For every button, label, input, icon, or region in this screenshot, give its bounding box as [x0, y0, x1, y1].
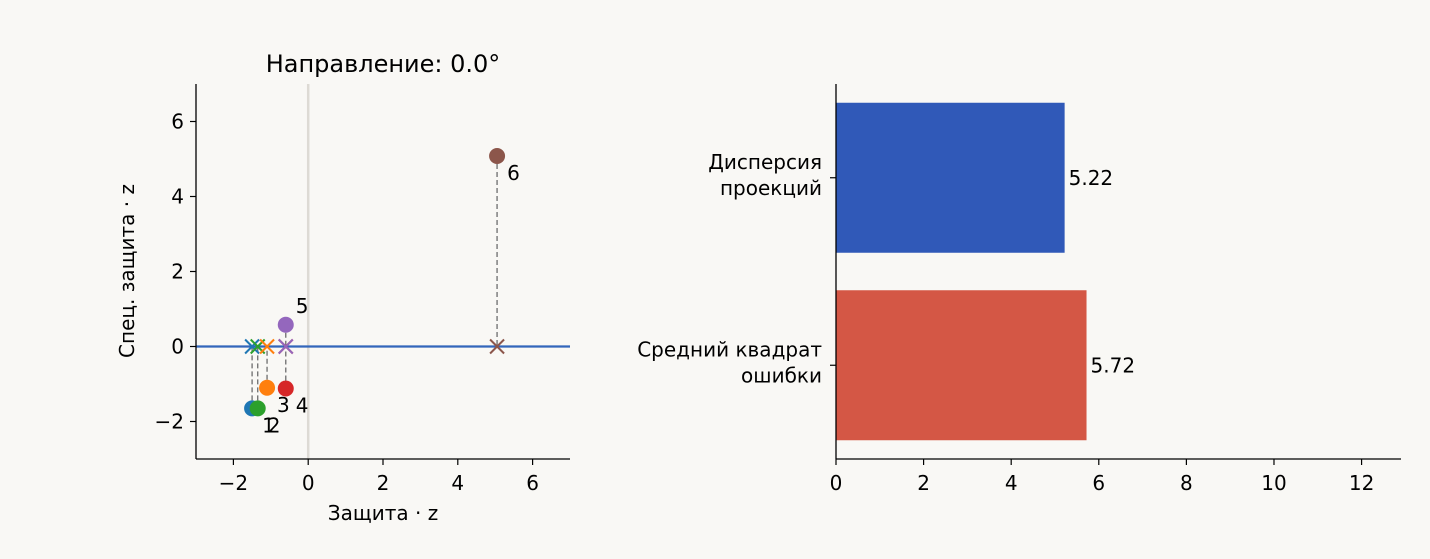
category-label-line: Дисперсия [708, 150, 822, 174]
point-labels: 123 4 5 6 [262, 161, 520, 437]
y-tick-label: 0 [171, 335, 184, 359]
data-point-3 [259, 379, 276, 396]
projection-markers [244, 338, 505, 355]
marker-stroke [489, 338, 505, 355]
category-label-line: проекций [720, 176, 822, 200]
bar-value-label-1: 5.72 [1091, 353, 1136, 377]
bar-value-label-0: 5.22 [1069, 166, 1114, 190]
category-label-line: Средний квадрат [637, 337, 822, 361]
data-points [244, 148, 506, 417]
x-tick-label: 0 [302, 471, 315, 495]
data-point-5 [277, 316, 294, 333]
point-label-2: 2 [268, 413, 281, 437]
scatter-x-axis-label: Защита · z [328, 501, 438, 525]
x-tick-label: 4 [451, 471, 464, 495]
x-tick-label: 6 [526, 471, 539, 495]
y-tick-label: 6 [171, 110, 184, 134]
x-tick-label: 12 [1349, 471, 1374, 495]
x-tick-label: 0 [830, 471, 843, 495]
category-label-line: ошибки [741, 363, 822, 387]
projection-marker-5 [278, 338, 294, 355]
bar-0 [836, 102, 1065, 253]
x-tick-label: −2 [219, 471, 248, 495]
data-point-4 [277, 380, 294, 397]
y-tick-label: 4 [171, 185, 184, 209]
point-label-4: 4 [296, 394, 309, 418]
projection-marker-1 [244, 338, 260, 355]
data-point-2 [249, 400, 266, 417]
point-label-5: 5 [296, 294, 309, 318]
bar-1 [836, 290, 1087, 441]
marker-stroke [259, 338, 275, 355]
projection-marker-3 [259, 338, 275, 355]
scatter-y-axis-label: Спец. защита · z [115, 184, 139, 358]
bar-marks: 5.22 5.72 [836, 102, 1136, 441]
point-label-1: 1 [262, 413, 275, 437]
marker-stroke [278, 338, 294, 355]
point-label-3: 3 [277, 393, 290, 417]
x-tick-label: 10 [1261, 471, 1286, 495]
projection-marker-6 [489, 338, 505, 355]
data-point-6 [489, 148, 506, 164]
x-tick-label: 6 [1092, 471, 1105, 495]
marker-stroke [244, 338, 260, 355]
x-tick-label: 4 [1005, 471, 1018, 495]
y-tick-label: −2 [155, 410, 184, 434]
y-tick-label: 2 [171, 260, 184, 284]
point-label-6: 6 [507, 161, 520, 185]
x-tick-label: 2 [917, 471, 930, 495]
x-tick-label: 2 [377, 471, 390, 495]
scatter-marks [196, 84, 570, 459]
projection-lines [251, 156, 498, 409]
scatter-title: Направление: 0.0° [266, 50, 501, 78]
x-tick-label: 8 [1180, 471, 1193, 495]
